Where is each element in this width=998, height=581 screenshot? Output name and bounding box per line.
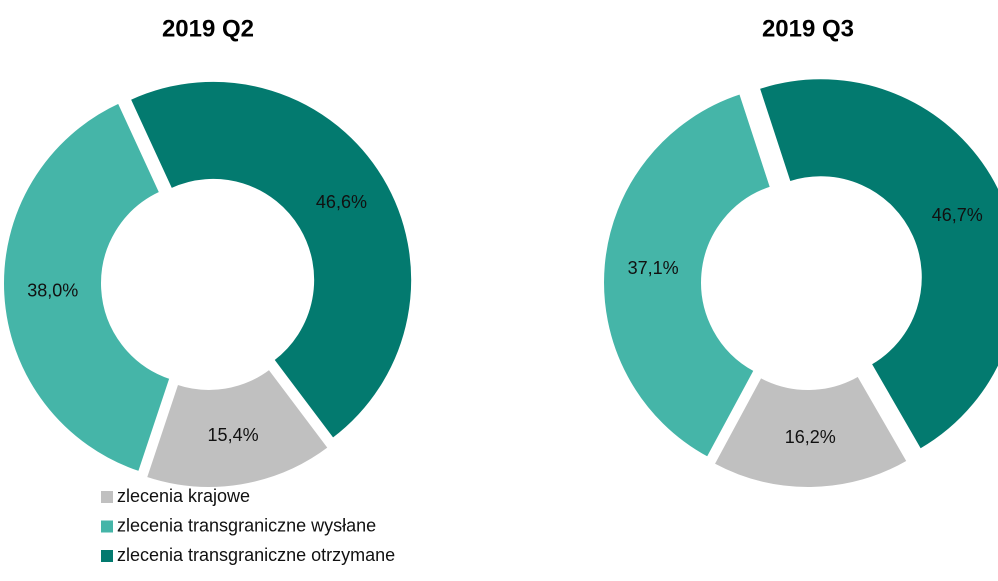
donut-segment [2, 101, 172, 474]
data-label: 16,2% [785, 427, 836, 447]
chart-title: 2019 Q2 [162, 15, 254, 42]
legend-label: zlecenia transgraniczne wysłane [117, 515, 376, 535]
data-label: 46,7% [932, 205, 983, 225]
legend-label: zlecenia transgraniczne otrzymane [117, 545, 395, 565]
donut-segment [602, 92, 773, 460]
legend-swatch [101, 520, 113, 533]
legend-swatch [101, 491, 113, 503]
data-label: 38,0% [27, 280, 78, 300]
donut-segment [757, 77, 998, 451]
legend-label: zlecenia krajowe [117, 486, 250, 506]
donut-segment [128, 79, 414, 441]
data-label: 46,6% [316, 192, 367, 212]
legend-swatch [101, 550, 113, 562]
data-label: 15,4% [208, 425, 259, 445]
data-label: 37,1% [628, 258, 679, 278]
donut-segment [144, 367, 331, 489]
donut-segment [712, 374, 909, 489]
chart-title: 2019 Q3 [762, 15, 854, 42]
